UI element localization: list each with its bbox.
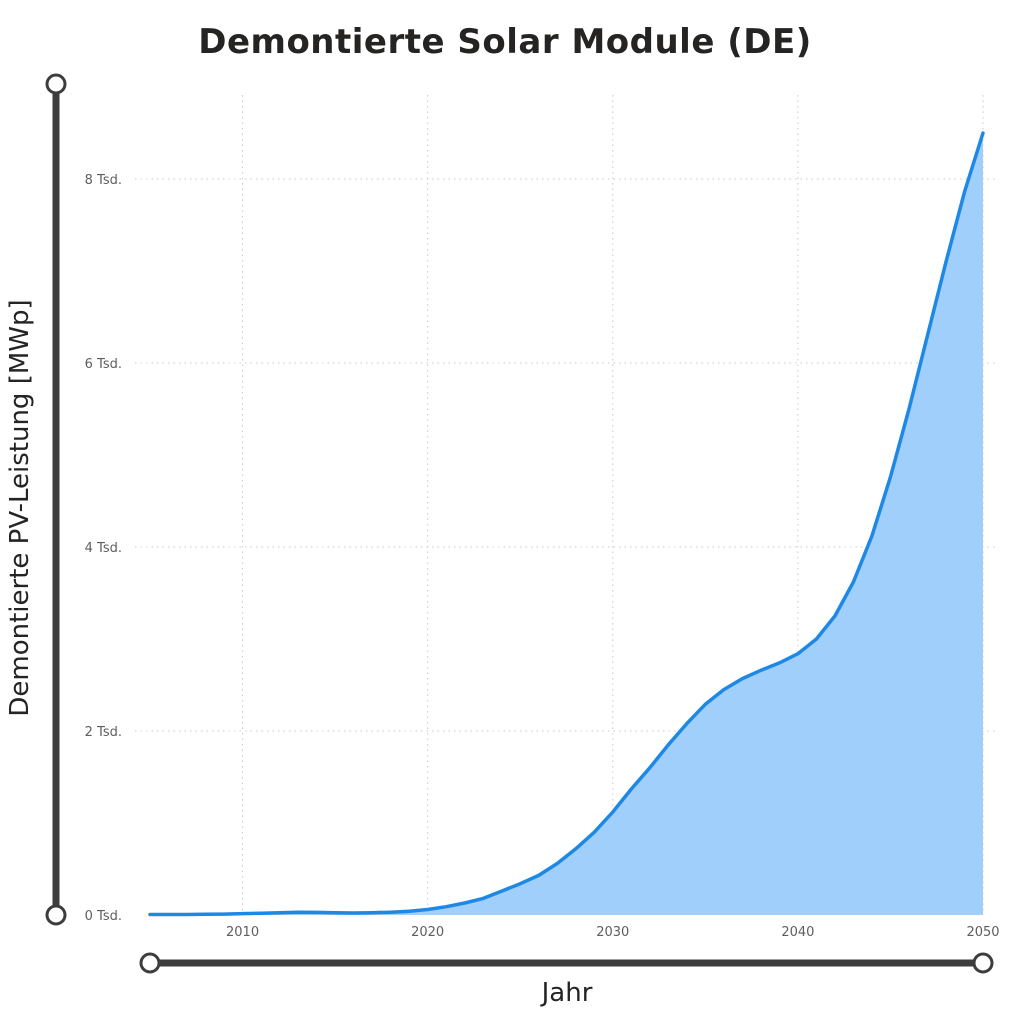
x-axis-ticks: 2010 2020 2030 2040 2050 <box>226 925 1000 940</box>
x-tick-label: 2040 <box>781 925 814 940</box>
series-line <box>148 131 985 917</box>
series-area <box>150 133 983 915</box>
series-group <box>148 131 985 917</box>
y-slider-handle-top[interactable] <box>45 73 67 95</box>
y-tick-label: 8 Tsd. <box>85 173 122 188</box>
x-axis-zoom-slider[interactable] <box>139 952 994 974</box>
y-axis-title: Demontierte PV-Leistung [MWp] <box>5 299 35 717</box>
y-tick-label: 0 Tsd. <box>85 909 122 924</box>
x-tick-label: 2050 <box>966 925 999 940</box>
chart-title: Demontierte Solar Module (DE) <box>198 22 812 62</box>
y-tick-label: 2 Tsd. <box>85 725 122 740</box>
y-axis-zoom-slider[interactable] <box>45 73 67 926</box>
y-tick-label: 4 Tsd. <box>85 541 122 556</box>
x-tick-label: 2030 <box>596 925 629 940</box>
x-tick-label: 2010 <box>226 925 259 940</box>
y-tick-label: 6 Tsd. <box>85 357 122 372</box>
x-tick-label: 2020 <box>411 925 444 940</box>
x-slider-handle-left[interactable] <box>139 952 161 974</box>
y-slider-handle-bottom[interactable] <box>45 904 67 926</box>
x-axis-title: Jahr <box>541 978 593 1008</box>
y-axis-ticks: 0 Tsd. 2 Tsd. 4 Tsd. 6 Tsd. 8 Tsd. <box>85 173 122 924</box>
x-slider-handle-right[interactable] <box>972 952 994 974</box>
